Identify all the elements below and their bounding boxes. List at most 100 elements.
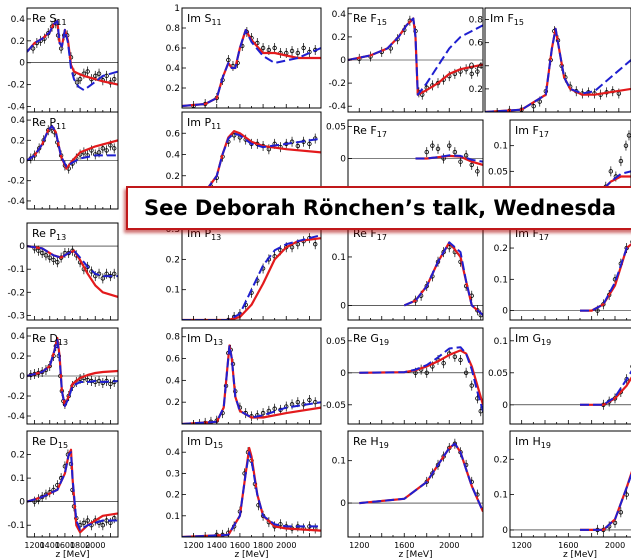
data-point <box>100 146 106 151</box>
data-point <box>452 149 458 155</box>
y-tick-label: 0.4 <box>469 62 484 72</box>
x-axis-label: z [MeV] <box>55 550 89 558</box>
y-tick-label: 0.1 <box>494 491 508 501</box>
data-point <box>595 308 600 313</box>
panel-title: Im F17 <box>515 227 549 242</box>
data-point <box>424 370 429 375</box>
y-tick-label: 0.2 <box>469 85 483 95</box>
y-tick-label: 0.1 <box>166 512 180 522</box>
panel-17: 0.1 0.2 0.3 0.4 Im D15 <box>166 430 322 538</box>
y-tick-label: 0.2 <box>166 84 180 94</box>
data-point <box>47 255 52 260</box>
y-tick-label: 0.1 <box>494 275 508 285</box>
data-point <box>260 45 266 51</box>
dashed-model-curve <box>182 234 321 320</box>
x-axis-label: z [MeV] <box>398 550 432 558</box>
y-tick-label: 0 <box>502 401 508 411</box>
dashed-model-curve <box>485 27 631 112</box>
y-tick-label: 0.4 <box>11 15 26 25</box>
dashed-model-curve <box>27 339 118 407</box>
panel-12: -0.4 -0.2 0 0.2 0.4 Re D13 <box>7 327 119 425</box>
data-point <box>85 264 90 270</box>
y-tick-label: 0.6 <box>166 44 181 54</box>
y-tick-label: 0.1 <box>332 457 346 467</box>
x-tick-label: 1600 <box>230 541 250 550</box>
dashed-model-curve <box>27 20 118 92</box>
data-point <box>424 149 429 155</box>
dashed-model-curve <box>348 17 483 96</box>
panel-19: 0 0.1 0.2 Im H19 <box>494 430 631 538</box>
x-tick-label: 1400 <box>40 541 60 550</box>
dashed-model-curve <box>415 154 483 163</box>
panel-title: Re P11 <box>32 116 66 131</box>
data-point <box>458 357 463 363</box>
panel-title: Re D13 <box>32 332 68 347</box>
data-point <box>93 73 98 79</box>
y-tick-label: 0.6 <box>469 39 484 49</box>
data-point <box>108 381 113 387</box>
y-tick-label: -0.2 <box>328 79 346 89</box>
y-tick-label: 0 <box>340 155 346 165</box>
data-point <box>463 370 469 375</box>
panel-title: Re F17 <box>353 227 387 242</box>
data-point <box>463 153 469 158</box>
solid-model-curve <box>359 349 483 406</box>
panel-18: 0 0.1 Re H19 <box>332 430 484 538</box>
data-point <box>231 133 237 138</box>
data-point <box>623 143 629 148</box>
solid-model-curve <box>182 237 321 320</box>
y-tick-label: 0.3 <box>166 469 180 479</box>
y-tick-label: 0.4 <box>166 151 181 161</box>
panel-15: 0 0.05 0.1 Im G19 <box>488 327 631 425</box>
data-point <box>469 162 474 168</box>
y-tick-label: 0 <box>340 56 346 66</box>
y-tick-label: 0.2 <box>11 37 25 47</box>
y-tick-label: 0 <box>340 499 346 509</box>
y-tick-label: 0.4 <box>11 116 26 126</box>
y-tick-label: -0.2 <box>7 177 25 187</box>
y-tick-label: 0.6 <box>166 129 181 139</box>
y-tick-label: 0.2 <box>166 398 180 408</box>
data-point <box>272 45 277 51</box>
dashed-model-curve <box>182 29 321 107</box>
panel-13: 0.2 0.4 0.6 0.8 Im D13 <box>166 327 322 425</box>
data-point <box>104 148 109 153</box>
dashed-model-curve <box>27 451 118 531</box>
y-tick-label: 0.05 <box>326 337 346 347</box>
x-tick-label: 2000 <box>439 541 459 550</box>
y-tick-label: 0 <box>502 526 508 536</box>
y-tick-label: -0.4 <box>7 197 25 207</box>
panel-11: 0 0.1 0.2 Im F17 <box>494 222 631 321</box>
panel-title: Re P13 <box>32 227 66 242</box>
y-tick-label: 0.2 <box>332 33 346 43</box>
data-point <box>435 146 441 152</box>
data-point <box>81 520 87 526</box>
data-point <box>100 523 106 528</box>
data-point <box>307 141 312 147</box>
y-tick-label: 0.2 <box>494 455 508 465</box>
data-point <box>43 253 49 258</box>
panel-title: Im P13 <box>187 227 221 242</box>
data-point <box>266 47 272 53</box>
panel-title: Im D15 <box>187 435 223 450</box>
y-tick-label: 0.8 <box>469 16 484 26</box>
y-tick-label: -0.2 <box>7 81 25 91</box>
panel-4: -0.4 -0.2 0 0.2 0.4 Re P11 <box>7 111 119 210</box>
panel-5: 0.2 0.4 0.6 Im P11 <box>166 111 322 198</box>
y-tick-label: 0.2 <box>166 172 180 182</box>
y-tick-label: 0.2 <box>11 352 25 362</box>
panel-1: 0.2 0.4 0.6 0.8 1 Im S11 <box>166 4 322 109</box>
dashed-model-curve <box>27 125 118 168</box>
y-tick-label: 0 <box>19 59 25 69</box>
panel-6: 0 0.05 Re F17 <box>326 119 484 198</box>
y-tick-label: -0.3 <box>7 311 25 321</box>
x-tick-label: 1200 <box>183 541 203 550</box>
y-tick-label: 0.4 <box>166 64 181 74</box>
x-tick-label: 1400 <box>207 541 227 550</box>
y-tick-label: 0.8 <box>166 333 181 343</box>
y-tick-label: -0.4 <box>7 103 25 113</box>
data-point <box>85 518 90 523</box>
panel-3: 0.2 0.4 0.6 0.8 Im F15 <box>469 7 631 113</box>
panel-title: Re F15 <box>353 12 387 27</box>
data-point <box>96 150 102 155</box>
